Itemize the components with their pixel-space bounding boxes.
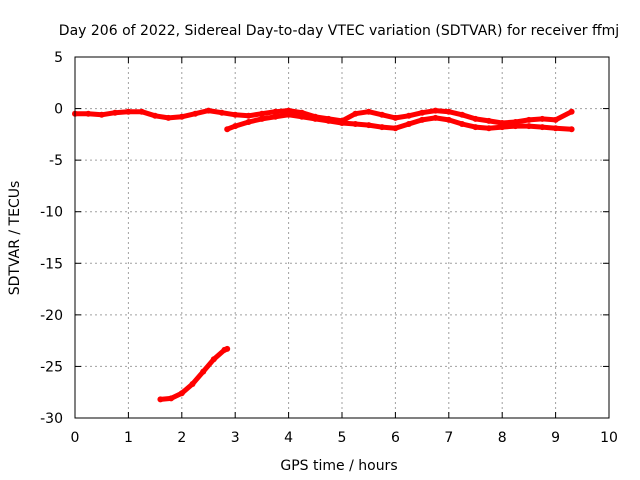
data-point xyxy=(245,119,252,125)
data-point xyxy=(432,107,439,114)
x-tick-label: 8 xyxy=(498,430,507,446)
y-tick-label: -25 xyxy=(40,359,63,375)
data-point xyxy=(379,124,385,131)
data-point xyxy=(168,395,175,402)
data-point xyxy=(445,116,452,123)
data-point xyxy=(472,124,479,131)
data-point xyxy=(232,111,239,118)
data-point xyxy=(419,116,426,123)
y-tick-label: -15 xyxy=(40,256,63,272)
data-point xyxy=(379,111,385,118)
chart-title: Day 206 of 2022, Sidereal Day-to-day VTE… xyxy=(59,23,619,39)
data-point xyxy=(224,126,231,133)
data-point xyxy=(200,368,207,375)
x-tick-labels: 0 1 2 3 4 5 6 7 8 9 10 xyxy=(71,430,618,446)
y-tick-label: -30 xyxy=(40,411,63,427)
data-point xyxy=(512,119,519,125)
x-tick-label: 10 xyxy=(600,430,618,446)
data-point xyxy=(205,107,212,114)
data-point xyxy=(539,124,546,131)
data-point xyxy=(392,114,399,121)
data-point xyxy=(218,109,225,116)
data-point xyxy=(459,121,466,127)
data-point xyxy=(98,111,105,118)
data-point xyxy=(568,126,575,133)
data-point xyxy=(85,110,92,117)
data-point xyxy=(485,117,492,124)
data-point xyxy=(192,110,199,117)
data-point xyxy=(512,123,519,130)
data-point xyxy=(165,114,172,121)
data-point xyxy=(178,390,185,397)
data-point xyxy=(258,110,265,117)
data-point xyxy=(112,109,118,116)
x-tick-label: 4 xyxy=(284,430,293,446)
series-3 xyxy=(157,345,231,403)
data-point xyxy=(245,112,252,119)
y-tick-labels: 5 0 -5 -10 -15 -20 -25 -30 xyxy=(40,50,63,427)
x-tick-label: 9 xyxy=(551,430,560,446)
y-tick-label: -10 xyxy=(40,205,63,221)
data-point xyxy=(178,113,185,120)
x-tick-label: 1 xyxy=(124,430,133,446)
data-point xyxy=(472,115,479,122)
data-point xyxy=(525,116,532,123)
data-point xyxy=(552,116,559,123)
data-point xyxy=(272,108,279,115)
data-point xyxy=(298,113,305,120)
data-point xyxy=(152,112,159,119)
data-point xyxy=(312,115,319,122)
data-point xyxy=(285,111,292,118)
data-point xyxy=(485,125,492,132)
data-point xyxy=(365,122,372,129)
data-point xyxy=(138,108,145,115)
x-tick-label: 5 xyxy=(338,430,347,446)
data-point xyxy=(432,114,439,121)
data-point xyxy=(272,113,279,120)
data-point xyxy=(224,345,231,352)
x-tick-label: 7 xyxy=(444,430,453,446)
data-point xyxy=(189,381,196,387)
data-point xyxy=(325,117,332,124)
data-point xyxy=(365,108,372,115)
x-tick-label: 2 xyxy=(177,430,186,446)
data-point xyxy=(419,109,426,116)
y-tick-label: 5 xyxy=(54,50,63,66)
data-point xyxy=(232,123,239,130)
data-point xyxy=(405,112,412,119)
x-tick-label: 6 xyxy=(391,430,400,446)
data-point xyxy=(525,123,532,130)
series-2 xyxy=(224,111,575,133)
y-tick-label: 0 xyxy=(54,102,63,118)
y-tick-label: -5 xyxy=(49,153,63,169)
series-1 xyxy=(72,107,575,126)
series-line xyxy=(157,346,230,402)
y-axis-label: SDTVAR / TECUs xyxy=(7,181,23,296)
data-point xyxy=(499,124,506,131)
y-tick-label: -20 xyxy=(40,308,63,324)
data-point xyxy=(552,125,559,132)
data-point xyxy=(459,111,466,118)
data-point xyxy=(445,108,452,115)
data-point xyxy=(352,121,359,127)
x-axis-label: GPS time / hours xyxy=(280,458,397,474)
data-point xyxy=(258,115,265,122)
grid xyxy=(75,57,609,418)
data-point xyxy=(405,121,412,127)
data-point xyxy=(539,115,546,122)
data-point xyxy=(392,125,399,132)
data-point xyxy=(210,356,217,363)
x-tick-label: 0 xyxy=(71,430,80,446)
data-point xyxy=(352,110,359,117)
x-tick-label: 3 xyxy=(231,430,240,446)
data-point xyxy=(157,396,164,403)
data-point xyxy=(285,107,292,114)
data-point xyxy=(339,120,345,126)
data-point xyxy=(125,108,132,115)
data-point xyxy=(568,108,575,115)
tick-marks xyxy=(74,56,610,419)
series-layer xyxy=(72,107,575,403)
